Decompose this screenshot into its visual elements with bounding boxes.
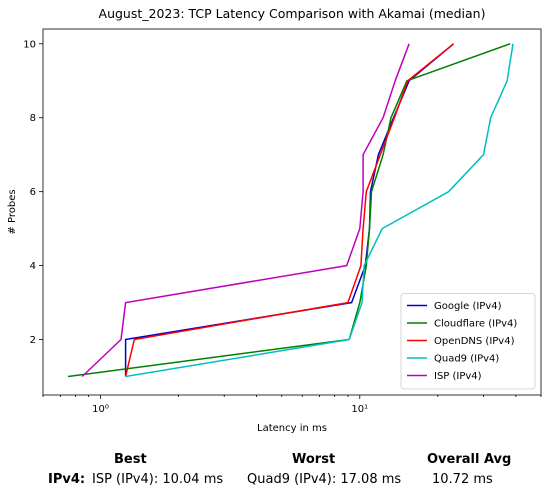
y-tick-label: 10 [23, 39, 36, 50]
legend-label: ISP (IPv4) [434, 371, 482, 382]
legend-label: Quad9 (IPv4) [434, 354, 499, 365]
legend-box [400, 293, 536, 390]
legend: Google (IPv4) Cloudflare (IPv4) OpenDNS (I… [400, 293, 536, 390]
summary-worst-value: Quad9 (IPv4): 17.08 ms [247, 472, 402, 487]
summary-row-label: IPv4: [48, 472, 86, 487]
summary-overall-value: 10.72 ms [432, 472, 493, 487]
series-line-quad9-ipv4 [125, 43, 514, 378]
x-axis-label: Latency in ms [257, 423, 327, 434]
latency-chart: August_2023: TCP Latency Comparison with… [7, 6, 542, 434]
summary-best-value: ISP (IPv4): 10.04 ms [92, 472, 224, 487]
y-axis-label: # Probes [7, 189, 18, 234]
summary-overall-header: Overall Avg [427, 452, 512, 467]
x-tick-label: 10¹ [351, 404, 368, 415]
legend-label: OpenDNS (IPv4) [434, 336, 515, 347]
legend-label: Cloudflare (IPv4) [434, 319, 517, 330]
summary-worst-header: Worst [292, 452, 336, 467]
y-axis: 2 4 6 8 10 [23, 39, 43, 346]
x-axis: 10⁰ 10¹ [42, 395, 542, 415]
series-line-isp-ipv4 [81, 43, 410, 378]
y-tick-label: 2 [30, 335, 36, 346]
chart-title: August_2023: TCP Latency Comparison with… [99, 6, 486, 21]
x-tick-label: 10⁰ [92, 404, 109, 415]
y-tick-label: 8 [30, 113, 36, 124]
legend-label: Google (IPv4) [434, 301, 502, 312]
y-tick-label: 4 [30, 261, 36, 272]
plot-area [42, 28, 542, 396]
y-tick-label: 6 [30, 187, 36, 198]
series-line-opendns-ipv4 [124, 43, 455, 377]
series-lines [68, 43, 514, 378]
series-line-cloudflare-ipv4 [68, 43, 511, 378]
summary-best-header: Best [114, 452, 147, 467]
